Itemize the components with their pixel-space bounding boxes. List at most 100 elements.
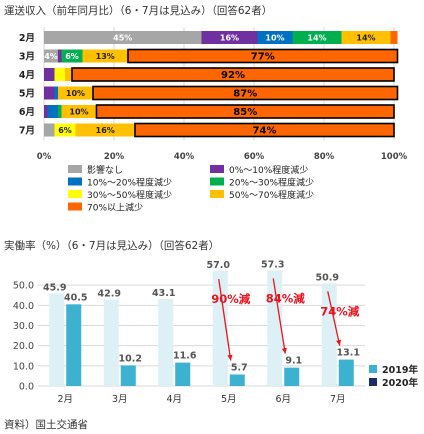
segment-label: 4%: [44, 52, 58, 61]
segment-label: 6%: [65, 52, 79, 61]
decrease-arrow: [327, 291, 341, 346]
x-tick-label: 6月: [275, 394, 291, 405]
segment-label: 16%: [220, 33, 239, 42]
bar-segment: [341, 31, 391, 44]
chart-title-utilization: 実働率（%）（6・7月は見込み）（回答62者）: [4, 240, 220, 252]
x-tick-label: 100%: [381, 152, 408, 162]
legend-swatch: [68, 202, 82, 211]
legend-swatch: [210, 177, 224, 186]
bar-segment: [44, 68, 55, 81]
bar-segment: [82, 49, 128, 63]
category-label: 3月: [19, 52, 35, 63]
decrease-arrow: [218, 278, 232, 361]
bar: [321, 283, 337, 386]
decrease-annotation: 84%減: [266, 291, 306, 305]
segment-label: 92%: [221, 70, 245, 81]
category-label: 6月: [19, 107, 35, 118]
data-label: 42.9: [98, 288, 121, 299]
bar-segment: [71, 67, 395, 82]
y-tick-label: 30.0: [13, 321, 34, 332]
y-tick-label: 10.0: [13, 361, 34, 372]
x-tick-label: 20%: [104, 152, 125, 162]
segment-label: 6%: [58, 126, 72, 135]
data-label: 13.1: [337, 348, 360, 359]
y-tick-label: 40.0: [13, 301, 34, 312]
data-label: 10.2: [119, 353, 142, 364]
decrease-arrow: [272, 278, 286, 354]
bar-segment: [201, 31, 258, 44]
bar: [49, 293, 65, 386]
legend-label: 0%～10%程度減少: [229, 164, 308, 176]
y-tick-label: 50.0: [13, 281, 34, 292]
arrow-head: [336, 339, 342, 346]
data-label: 9.1: [285, 356, 302, 367]
bar-segment: [292, 31, 342, 44]
legend-label: 70%以上減少: [87, 202, 143, 214]
bar-segment: [54, 68, 65, 81]
x-tick-label: 0%: [37, 152, 52, 162]
legend-swatch: [68, 165, 82, 173]
bar: [229, 374, 245, 386]
decrease-annotation: 74%減: [320, 304, 360, 318]
segment-label: 77%: [251, 52, 275, 63]
category-label: 2月: [19, 33, 35, 44]
legend-label: 2020年: [382, 377, 418, 389]
legend-swatch: [210, 190, 224, 198]
bar-segment: [44, 49, 58, 63]
x-tick-label: 3月: [112, 394, 128, 405]
segment-label: 10%: [69, 107, 88, 116]
bar-segment: [127, 48, 399, 64]
legend-label: 50%～70%程度減少: [229, 189, 314, 201]
bar-segment: [95, 104, 395, 119]
bar-segment: [58, 105, 62, 118]
legend-swatch: [369, 378, 377, 386]
bar-segment: [58, 86, 93, 100]
x-tick-label: 7月: [330, 394, 346, 405]
x-tick-label: 5月: [221, 394, 237, 405]
bar-segment: [44, 105, 48, 118]
chart-title-revenue: 運送収入（前年同月比）（6・7月は見込み）（回答62者）: [4, 5, 273, 17]
bar-segment: [44, 31, 202, 44]
bar: [66, 304, 82, 386]
legend-swatch: [210, 165, 224, 173]
bar: [212, 271, 228, 386]
data-label: 40.5: [64, 292, 87, 303]
legend-label: 20%～30%程度減少: [229, 177, 314, 189]
segment-label: 16%: [96, 126, 115, 135]
arrow-head: [227, 354, 233, 361]
bar: [120, 365, 136, 386]
data-label: 45.9: [43, 282, 66, 293]
segment-label: 87%: [233, 89, 257, 100]
decrease-annotation: 90%減: [211, 292, 251, 306]
bar-segment: [61, 105, 97, 118]
data-label: 57.0: [207, 260, 231, 271]
data-label: 5.7: [231, 363, 248, 374]
y-tick-label: 20.0: [13, 341, 34, 352]
data-label: 11.6: [173, 351, 197, 362]
segment-label: 85%: [233, 107, 257, 118]
x-tick-label: 60%: [244, 152, 265, 162]
x-tick-label: 4月: [166, 394, 182, 405]
bar-segment: [92, 85, 399, 101]
legend-swatch: [68, 177, 82, 186]
y-tick-label: 0.0: [19, 382, 34, 393]
source-note: 資料）国土交通省: [4, 419, 88, 431]
data-label: 57.3: [261, 259, 284, 270]
segment-label: 14%: [307, 33, 326, 42]
bar: [158, 299, 174, 386]
bar: [284, 367, 300, 386]
legend-label: 影響なし: [87, 164, 123, 176]
bar-segment: [54, 86, 58, 100]
bar: [103, 299, 119, 386]
bar-segment: [65, 68, 72, 81]
bar-segment: [134, 122, 395, 138]
legend-label: 30%～50%程度減少: [87, 189, 172, 201]
bar-segment: [390, 31, 398, 44]
category-label: 7月: [19, 126, 35, 137]
bar: [175, 362, 191, 386]
segment-label: 45%: [113, 33, 132, 42]
legend-label: 2019年: [382, 364, 418, 376]
legend-swatch: [369, 365, 377, 373]
segment-label: 10%: [66, 89, 85, 98]
